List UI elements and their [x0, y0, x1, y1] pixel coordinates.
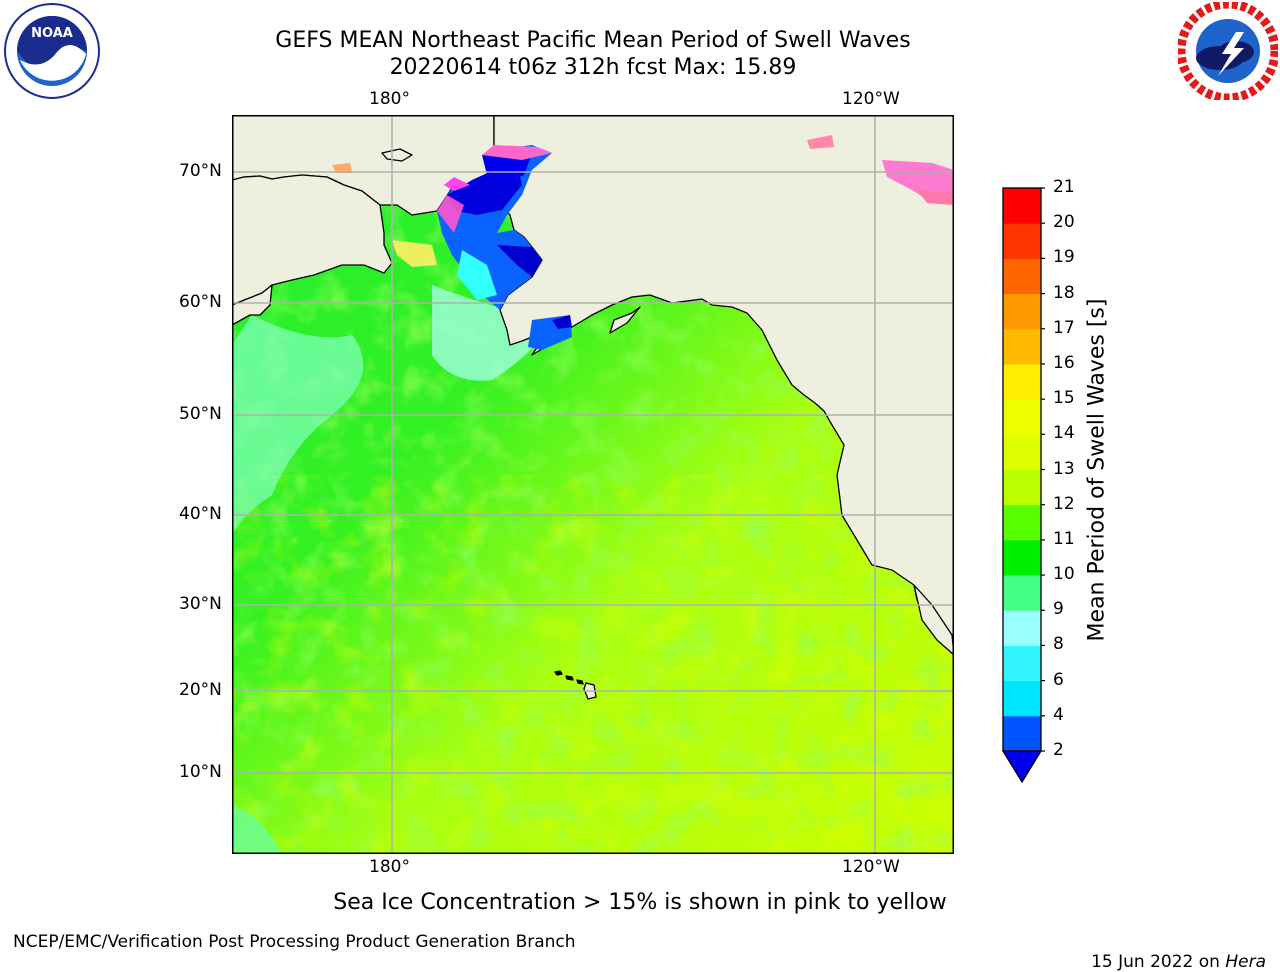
graticule	[232, 115, 954, 854]
colorbar-tick-label: 9	[1053, 599, 1064, 620]
aqua-region-southwest	[232, 805, 282, 854]
colorbar-tick-label: 20	[1053, 212, 1075, 233]
colorbar-band	[1003, 680, 1041, 717]
colorbar-tick-label: 15	[1053, 388, 1075, 409]
aqua-region-bering	[432, 285, 541, 381]
lat-label-70n: 70°N	[179, 161, 222, 181]
ocean-texture-yellow	[232, 475, 954, 854]
lon-label-bottom-120w: 120°W	[842, 857, 900, 877]
lat-label-10n: 10°N	[179, 762, 222, 782]
colorbar-band	[1003, 610, 1041, 646]
colorbar-tick-label: 8	[1053, 634, 1064, 655]
colorbar-tick-label: 12	[1053, 493, 1075, 514]
colorbar-tick-label: 10	[1053, 564, 1075, 585]
colorbar-band	[1003, 434, 1041, 470]
lat-label-40n: 40°N	[179, 504, 222, 524]
land	[232, 115, 954, 700]
footer-date: 15 Jun 2022 on Hera	[1080, 932, 1266, 972]
noaa-logo: NOAA	[4, 3, 100, 99]
colorbar-band	[1003, 645, 1041, 682]
noaa-logo-text: NOAA	[31, 26, 73, 41]
footer-branch: NCEP/EMC/Verification Post Processing Pr…	[13, 932, 576, 952]
colorbar-band	[1003, 223, 1041, 259]
lon-label-top-120w: 120°W	[842, 89, 900, 109]
title-line-1: GEFS MEAN Northeast Pacific Mean Period …	[275, 28, 911, 53]
lat-label-50n: 50°N	[179, 404, 222, 424]
colorbar-band	[1003, 293, 1041, 330]
colorbar-tick-label: 11	[1053, 528, 1075, 549]
colorbar-band	[1003, 328, 1041, 365]
lon-label-top-180: 180°	[369, 89, 410, 109]
colorbar-band	[1003, 539, 1041, 576]
colorbar-extend-triangle	[1001, 750, 1043, 784]
colorbar-label: Mean Period of Swell Waves [s]	[1084, 298, 1110, 642]
colorbar-band	[1003, 188, 1041, 224]
colorbar-band	[1003, 399, 1041, 435]
colorbar-tick-label: 6	[1053, 669, 1064, 690]
colorbar-ticks	[1041, 187, 1045, 752]
nws-logo	[1178, 2, 1278, 100]
swell-period-map	[232, 115, 954, 854]
lat-label-30n: 30°N	[179, 594, 222, 614]
colorbar-tick-label: 14	[1053, 423, 1075, 444]
colorbar-band	[1003, 258, 1041, 295]
footer-machine: Hera	[1225, 952, 1266, 972]
colorbar-band	[1003, 363, 1041, 400]
lat-label-20n: 20°N	[179, 680, 222, 700]
colorbar-tick-label: 17	[1053, 317, 1075, 338]
colorbar-band	[1003, 715, 1041, 752]
colorbar-tick-label: 18	[1053, 282, 1075, 303]
lat-label-60n: 60°N	[179, 292, 222, 312]
map-frame	[232, 115, 954, 854]
colorbar-tick-label: 21	[1053, 177, 1075, 197]
colorbar-band	[1003, 504, 1041, 541]
colorbar-tick-label: 2	[1053, 740, 1064, 760]
colorbar-band	[1003, 469, 1041, 506]
colorbar-tick-label: 4	[1053, 704, 1064, 725]
lon-label-bottom-180: 180°	[369, 857, 410, 877]
colorbar-tick-label: 13	[1053, 458, 1075, 479]
colorbar-tick-label: 16	[1053, 352, 1075, 373]
colorbar-bands	[1003, 188, 1041, 752]
colorbar-band	[1003, 575, 1041, 611]
aqua-region-west	[232, 315, 364, 535]
colorbar-tick-label: 19	[1053, 247, 1075, 268]
footer-date-text: 15 Jun 2022 on	[1091, 952, 1226, 972]
sea-ice-note: Sea Ice Concentration > 15% is shown in …	[333, 890, 947, 915]
title-line-2: 20220614 t06z 312h fcst Max: 15.89	[389, 55, 797, 80]
colorbar	[1001, 187, 1045, 784]
